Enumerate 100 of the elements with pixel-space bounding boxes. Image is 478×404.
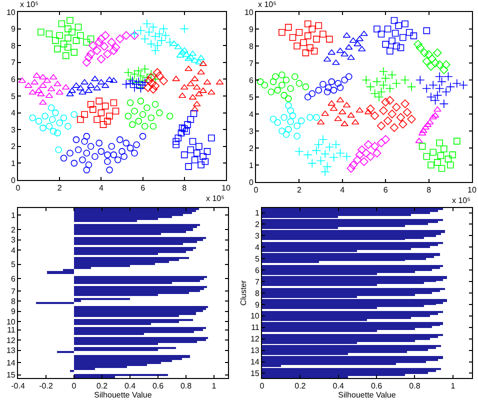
point bbox=[420, 48, 429, 58]
point bbox=[415, 138, 423, 144]
x-tick-label: -0.2 bbox=[39, 382, 54, 391]
point bbox=[193, 150, 200, 157]
point bbox=[382, 40, 389, 48]
point bbox=[285, 126, 292, 133]
bar bbox=[262, 345, 441, 347]
y-tick-label: 15 bbox=[6, 370, 16, 380]
point bbox=[345, 73, 352, 80]
point bbox=[66, 90, 74, 96]
point bbox=[195, 90, 203, 96]
point bbox=[287, 118, 294, 126]
bar bbox=[74, 355, 190, 358]
point bbox=[77, 32, 84, 39]
bar bbox=[74, 208, 199, 210]
point bbox=[312, 146, 322, 156]
point bbox=[103, 50, 112, 58]
point bbox=[402, 108, 412, 117]
point bbox=[181, 151, 188, 158]
point bbox=[364, 140, 373, 149]
point bbox=[360, 157, 368, 166]
point bbox=[384, 26, 392, 32]
point bbox=[274, 86, 281, 94]
point bbox=[68, 28, 76, 36]
x-tick-label: 0.8 bbox=[409, 382, 421, 391]
y-tick-label: 13 bbox=[6, 346, 16, 356]
point bbox=[407, 114, 416, 124]
point bbox=[315, 86, 322, 94]
y-tick-label: 6 bbox=[10, 75, 16, 84]
point bbox=[126, 99, 134, 106]
point bbox=[320, 167, 330, 176]
bar bbox=[36, 302, 74, 304]
point bbox=[386, 48, 394, 54]
y-tick-label: 10 bbox=[6, 317, 16, 326]
point bbox=[434, 159, 441, 166]
bar bbox=[262, 288, 445, 290]
point bbox=[64, 122, 72, 130]
point bbox=[285, 24, 292, 31]
point bbox=[294, 132, 300, 140]
point bbox=[328, 49, 336, 55]
point bbox=[378, 30, 385, 38]
point bbox=[186, 80, 194, 86]
point bbox=[330, 86, 338, 94]
point bbox=[340, 120, 348, 126]
point bbox=[388, 110, 396, 118]
point bbox=[378, 66, 388, 76]
point bbox=[196, 143, 202, 150]
point bbox=[106, 166, 113, 174]
point bbox=[200, 153, 207, 160]
y-tick-label: 1 bbox=[10, 210, 16, 220]
y-tick-label: 3 bbox=[254, 232, 260, 240]
point bbox=[197, 54, 205, 60]
point bbox=[146, 73, 156, 82]
point bbox=[94, 116, 100, 123]
point bbox=[135, 118, 142, 125]
point bbox=[94, 38, 104, 47]
point bbox=[166, 112, 174, 120]
point bbox=[136, 26, 146, 36]
x-tick-label: 8 bbox=[426, 186, 432, 195]
point bbox=[96, 54, 106, 64]
x-tick-label: 10 bbox=[222, 184, 231, 193]
point bbox=[302, 49, 310, 56]
point bbox=[96, 98, 103, 104]
point bbox=[310, 48, 318, 54]
point bbox=[278, 72, 286, 78]
point bbox=[294, 146, 304, 156]
point bbox=[54, 80, 62, 86]
y-tick-label: 4 bbox=[10, 108, 16, 118]
y-tick-label: 8 bbox=[10, 296, 16, 306]
point bbox=[304, 20, 312, 28]
y-tick-label: 7 bbox=[254, 277, 260, 286]
point bbox=[108, 143, 115, 150]
point bbox=[100, 121, 107, 128]
point bbox=[126, 144, 134, 152]
point bbox=[184, 121, 191, 128]
point bbox=[81, 138, 88, 145]
point bbox=[152, 41, 162, 50]
point bbox=[348, 160, 358, 170]
x-tick-label: 0.8 bbox=[180, 382, 192, 391]
point bbox=[180, 47, 188, 53]
point bbox=[336, 84, 344, 92]
point bbox=[442, 60, 450, 69]
point bbox=[393, 42, 400, 50]
point bbox=[189, 138, 196, 145]
point bbox=[372, 148, 382, 158]
point bbox=[294, 42, 300, 50]
point bbox=[345, 44, 353, 50]
bar bbox=[74, 286, 207, 288]
point bbox=[155, 72, 164, 80]
y-tick-label: 11 bbox=[7, 326, 16, 335]
point bbox=[109, 46, 118, 55]
y-tick-label: 4 bbox=[254, 242, 260, 252]
point bbox=[83, 166, 90, 174]
point bbox=[387, 70, 397, 80]
point bbox=[453, 138, 460, 145]
point bbox=[150, 82, 160, 90]
y-tick-label: 4 bbox=[10, 246, 16, 255]
point bbox=[144, 76, 154, 86]
text: x 10⁵ bbox=[20, 0, 38, 9]
point bbox=[48, 104, 55, 112]
